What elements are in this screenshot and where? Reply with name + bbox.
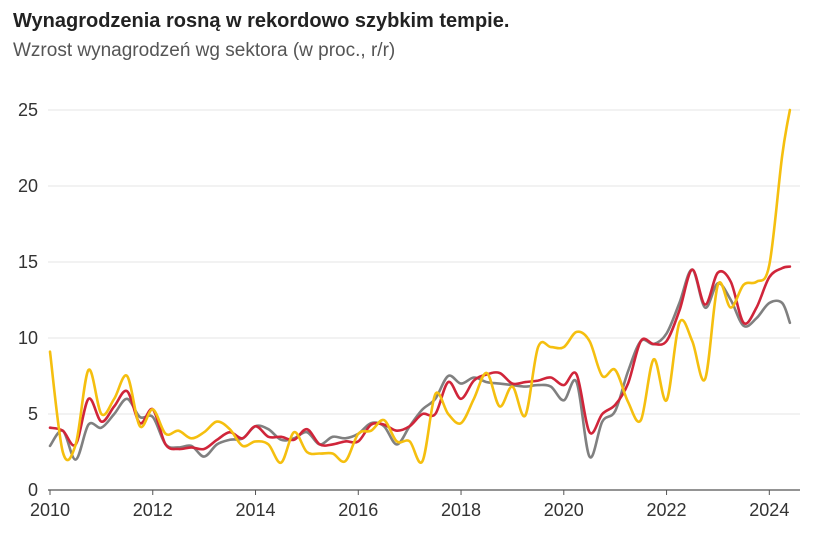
gridlines [48,109,800,491]
x-axis-ticks: 2010 2012 2014 2016 2018 2020 2022 2024 [30,490,789,520]
x-tick-label: 2020 [544,500,584,520]
chart-subtitle: Wzrost wynagrodzeń wg sektora (w proc., … [13,40,396,61]
x-tick-label: 2018 [441,500,481,520]
y-tick-label: 20 [18,176,38,196]
y-tick-label: 5 [28,404,38,424]
x-tick-label: 2022 [647,500,687,520]
x-tick-label: 2010 [30,500,70,520]
x-tick-label: 2012 [133,500,173,520]
x-tick-label: 2016 [338,500,378,520]
series-line-yellow [48,108,792,464]
y-tick-label: 15 [18,252,38,272]
x-tick-label: 2024 [749,500,789,520]
series-lines [48,108,792,464]
y-tick-label: 10 [18,328,38,348]
y-axis-ticks: 0 5 10 15 20 25 [18,100,38,500]
x-tick-label: 2014 [235,500,275,520]
chart-title: Wynagrodzenia rosną w rekordowo szybkim … [13,10,510,32]
y-tick-label: 0 [28,480,38,500]
series-line-red [48,265,792,451]
y-tick-label: 25 [18,100,38,120]
series-line-grey [48,268,792,461]
